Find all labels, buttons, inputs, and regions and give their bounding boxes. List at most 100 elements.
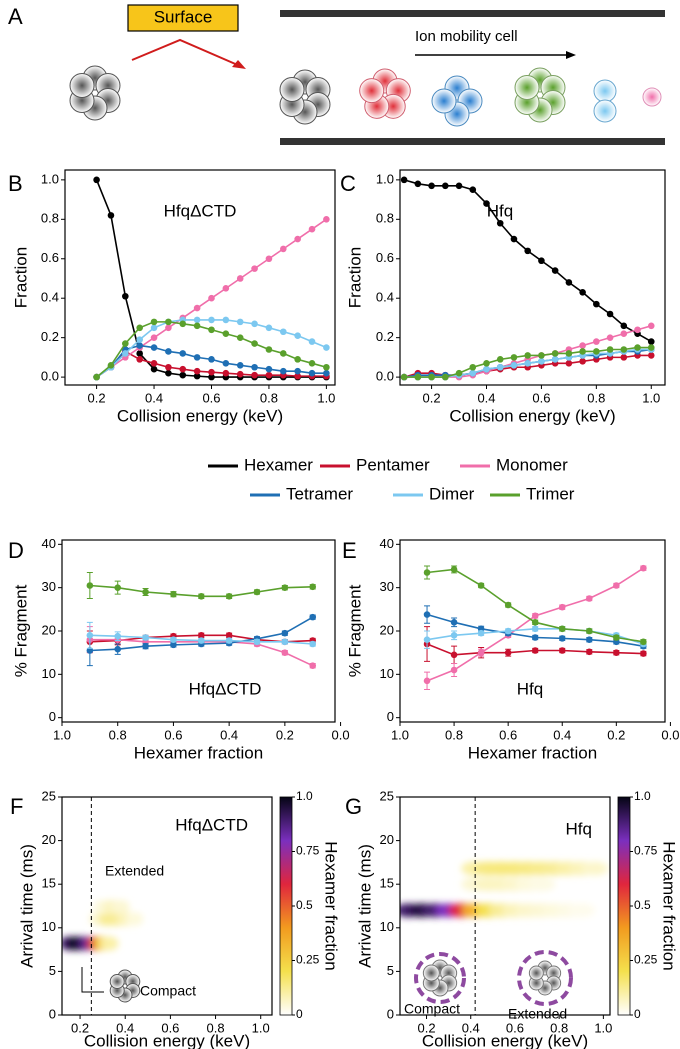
annotation: Hfq	[566, 819, 592, 838]
point	[279, 350, 287, 357]
point	[281, 649, 289, 656]
point	[524, 247, 531, 255]
point	[579, 358, 586, 365]
cell-wall	[280, 10, 665, 17]
point	[308, 360, 316, 367]
point	[265, 255, 273, 263]
point	[86, 632, 94, 639]
plot-2: 1.0 0.8 0.6 0.4 0.2 0.0 0 10 20 30 40 Hexamer fract…	[8, 536, 350, 763]
point	[504, 601, 512, 609]
subunit	[279, 77, 305, 102]
point	[107, 212, 115, 219]
point	[579, 288, 586, 296]
point	[222, 369, 230, 377]
point	[208, 326, 215, 334]
point	[309, 613, 317, 621]
y-tick-label: 0	[387, 1006, 394, 1021]
point	[647, 338, 655, 345]
point	[579, 348, 586, 355]
colorbar-tick-label: 0.25	[634, 953, 658, 967]
colorbar-tick-label: 0.25	[296, 953, 320, 967]
point	[640, 638, 647, 646]
colorbar-tick-label: 0.5	[634, 898, 651, 912]
subunit	[431, 88, 457, 114]
point	[585, 627, 593, 635]
panel-label: B	[8, 171, 23, 196]
point	[150, 334, 158, 341]
colorbar-tick-label: 0.75	[296, 844, 320, 858]
point	[236, 370, 244, 378]
point	[585, 595, 593, 602]
point	[531, 612, 539, 620]
x-tick-label: 1.0	[252, 1020, 270, 1035]
point	[450, 619, 458, 626]
point	[483, 200, 490, 207]
x-tick-label: 0.2	[88, 390, 106, 405]
y-axis-title: % Fragment	[11, 584, 30, 677]
y-axis-title: Arrival time (ms)	[17, 844, 36, 968]
point	[165, 348, 172, 355]
point	[579, 342, 586, 349]
point	[179, 320, 187, 328]
panel-label: E	[342, 538, 357, 563]
point	[496, 363, 504, 371]
point	[236, 318, 244, 326]
point	[193, 367, 201, 375]
point	[136, 350, 143, 357]
point	[114, 632, 122, 640]
surface-label: Surface	[154, 7, 213, 26]
y-tick-label: 0	[49, 1006, 56, 1021]
subunit	[593, 79, 617, 103]
colorbar-tick-label: 0.75	[634, 844, 658, 858]
y-tick-label: 20	[42, 622, 56, 637]
point	[208, 316, 215, 324]
legend-label: Tetramer	[286, 484, 353, 503]
point	[593, 338, 600, 345]
point	[197, 632, 205, 639]
colorbar-tick-label: 0	[296, 1007, 303, 1021]
x-tick-label: 0.8	[587, 390, 605, 405]
y-tick-label: 0.8	[376, 211, 394, 226]
point	[179, 371, 187, 379]
point	[122, 350, 129, 357]
point	[423, 569, 431, 576]
point	[565, 360, 573, 367]
x-tick-label: 0.8	[207, 1020, 225, 1035]
point	[531, 619, 539, 626]
y-tick-label: 5	[49, 963, 56, 978]
x-tick-label: 1.0	[317, 390, 335, 405]
point	[606, 310, 614, 318]
y-tick-label: 5	[387, 963, 394, 978]
x-tick-label: 0.0	[661, 727, 679, 742]
point	[308, 369, 316, 377]
point	[165, 369, 172, 377]
subunit	[642, 87, 662, 107]
y-tick-label: 20	[380, 622, 394, 637]
point	[477, 629, 485, 637]
point	[136, 336, 143, 343]
annotation: Hfq	[487, 201, 513, 220]
x-tick-label: 0.4	[553, 727, 571, 742]
point	[634, 344, 641, 351]
point	[150, 324, 158, 332]
point	[193, 304, 201, 312]
point	[179, 350, 187, 357]
point	[193, 354, 201, 361]
point	[136, 324, 143, 332]
point	[585, 636, 593, 643]
y-tick-label: 15	[380, 876, 394, 891]
point	[279, 367, 287, 375]
point	[251, 265, 258, 272]
point	[469, 186, 477, 194]
point	[208, 356, 215, 363]
x-tick-label: 0.8	[260, 390, 278, 405]
point	[613, 582, 620, 589]
point	[477, 582, 485, 589]
point	[531, 625, 539, 633]
extended-label: Extended	[105, 863, 164, 879]
annotation: HfqΔCTD	[189, 679, 262, 698]
point	[558, 635, 566, 642]
x-tick-label: 0.0	[332, 727, 350, 742]
compact-label: Compact	[404, 1001, 460, 1017]
